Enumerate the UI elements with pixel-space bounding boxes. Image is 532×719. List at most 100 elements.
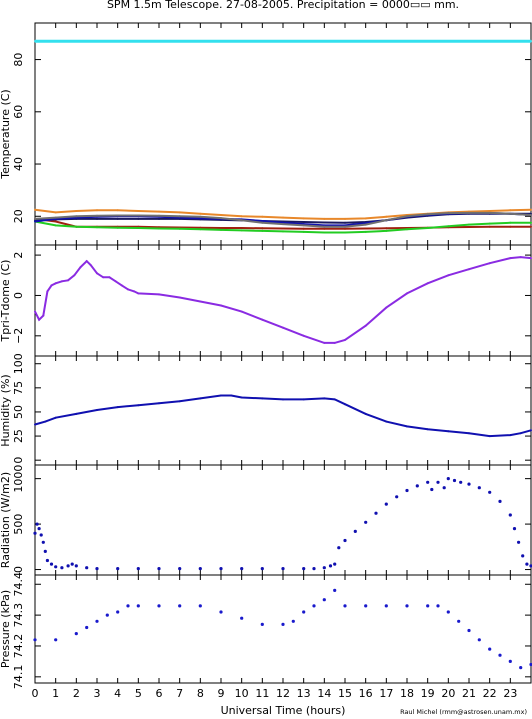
data-point [70, 562, 74, 566]
data-point [488, 262, 491, 265]
y-tick-label: 74.1 [12, 665, 25, 690]
data-point [240, 616, 244, 620]
data-point [344, 217, 346, 220]
data-point [66, 564, 70, 568]
data-point [509, 434, 512, 437]
data-point [467, 628, 471, 633]
data-point [333, 398, 336, 401]
data-point [220, 227, 222, 229]
data-point [240, 310, 243, 313]
data-point [199, 217, 202, 220]
data-point [385, 215, 388, 218]
data-point [508, 513, 512, 517]
data-point [447, 274, 450, 277]
data-point [333, 341, 336, 344]
panel-1: 20 40 60 80 Temperature (C) [0, 22, 532, 246]
x-tick-label: 14 [317, 687, 331, 700]
data-point [75, 225, 78, 228]
data-point [75, 210, 78, 212]
data-point [328, 564, 333, 568]
data-point [220, 228, 222, 231]
data-point [384, 502, 388, 506]
data-point [95, 619, 99, 623]
y-tick-label: 40 [12, 157, 25, 171]
data-point [282, 230, 284, 233]
data-point [302, 567, 306, 571]
data-point [114, 280, 117, 283]
data-point [260, 622, 264, 627]
x-tick-label: 2 [73, 687, 80, 700]
data-point [136, 604, 140, 608]
data-point [468, 223, 470, 226]
data-point [261, 229, 264, 232]
data-point [178, 567, 182, 571]
data-point [54, 211, 57, 214]
data-point [178, 215, 181, 218]
y-axis-label: Humidity (%) [0, 374, 12, 446]
data-point [385, 219, 388, 222]
y-tick-label: 500 [12, 514, 25, 535]
data-point [521, 554, 525, 558]
data-point [199, 212, 202, 215]
data-point [96, 214, 98, 217]
data-point [116, 226, 119, 229]
data-point [199, 215, 202, 218]
data-point [157, 604, 161, 608]
data-point [74, 632, 78, 636]
data-point [364, 230, 367, 233]
data-point [137, 214, 140, 217]
data-point [54, 282, 57, 285]
data-point [442, 486, 446, 490]
data-point [364, 604, 368, 608]
data-point [240, 396, 243, 399]
y-tick-label: 0 [12, 566, 25, 573]
data-point [158, 293, 160, 296]
data-point [405, 604, 409, 608]
x-tick-label: 6 [156, 687, 163, 700]
data-point [446, 610, 450, 614]
data-point [529, 662, 532, 667]
data-point [85, 260, 88, 263]
data-point [333, 562, 337, 566]
x-tick-label: 1 [52, 687, 59, 700]
data-point [75, 215, 78, 218]
data-point [108, 276, 111, 279]
series-1 [34, 394, 532, 438]
data-point [426, 604, 430, 608]
y-tick-label: 50 [12, 405, 25, 419]
data-point [374, 511, 378, 515]
data-point [282, 398, 284, 401]
data-point [517, 540, 521, 544]
data-point [457, 619, 461, 623]
data-point [452, 478, 457, 483]
data-point [426, 282, 429, 285]
data-point [133, 290, 136, 293]
data-point [96, 209, 98, 212]
data-point [89, 264, 92, 267]
data-point [34, 423, 36, 426]
data-point [261, 397, 264, 400]
panel-frame [34, 464, 532, 576]
series-1 [34, 256, 532, 344]
data-point [488, 225, 491, 228]
data-point [220, 217, 222, 220]
data-point [240, 567, 244, 571]
data-point [220, 214, 222, 216]
data-point [498, 653, 502, 657]
series-1 [34, 39, 532, 43]
data-point [34, 208, 36, 211]
data-point [282, 223, 284, 226]
series-1 [33, 588, 532, 670]
data-point [488, 490, 492, 494]
data-point [282, 216, 284, 219]
data-point [220, 304, 222, 307]
y-tick-label: 74.2 [12, 634, 25, 659]
data-point [96, 272, 98, 275]
data-point [120, 284, 123, 287]
x-tick-label: 15 [338, 687, 352, 700]
data-point [353, 529, 357, 534]
data-point [426, 227, 429, 229]
data-point [323, 341, 326, 344]
